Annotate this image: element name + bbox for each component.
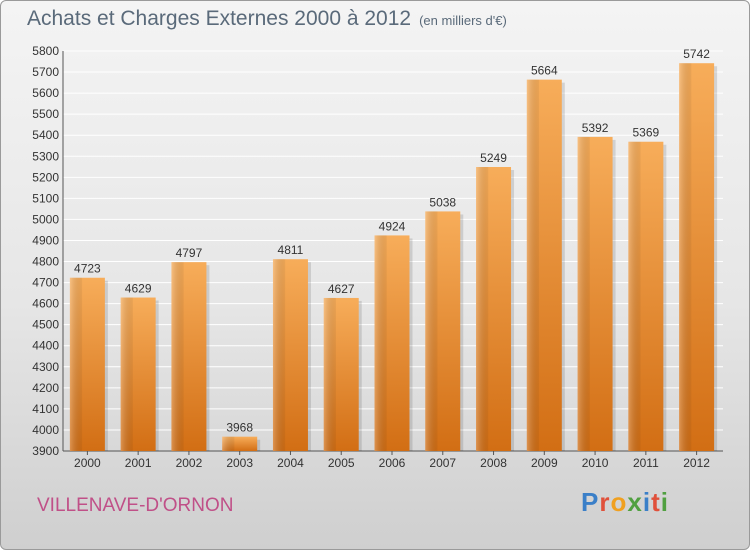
y-tick-label: 4200 <box>32 381 59 395</box>
x-tick-label: 2009 <box>531 456 558 470</box>
bar-highlight <box>476 167 489 451</box>
data-label: 4924 <box>379 219 406 233</box>
y-tick-label: 4900 <box>32 233 59 247</box>
y-tick-label: 4500 <box>32 318 59 332</box>
logo-letter: r <box>599 487 611 517</box>
chart-title: Achats et Charges Externes 2000 à 2012 (e… <box>27 7 507 31</box>
y-tick-label: 5400 <box>32 128 59 142</box>
x-tick-label: 2001 <box>125 456 152 470</box>
logo-letter: t <box>651 487 661 517</box>
data-label: 4811 <box>278 243 304 257</box>
place-name: VILLENAVE-D'ORNON <box>37 495 234 516</box>
x-tick-label: 2010 <box>582 456 609 470</box>
logo-letter: x <box>627 487 643 517</box>
x-tick-label: 2006 <box>379 456 406 470</box>
chart-subtitle: (en milliers d'€) <box>419 13 507 28</box>
bar-highlight <box>69 277 83 451</box>
y-tick-label: 4400 <box>32 339 59 353</box>
bar-highlight <box>374 235 387 451</box>
y-tick-label: 4700 <box>32 276 59 290</box>
x-tick-label: 2008 <box>480 456 507 470</box>
data-label: 4723 <box>74 262 101 276</box>
y-tick-label: 4300 <box>32 360 59 374</box>
data-label: 5249 <box>480 151 507 165</box>
y-tick-label: 5200 <box>32 170 59 184</box>
y-tick-label: 5600 <box>32 86 59 100</box>
y-tick-label: 5000 <box>32 212 59 226</box>
x-tick-label: 2011 <box>633 456 659 470</box>
y-tick-label: 5500 <box>32 107 59 121</box>
x-tick-label: 2012 <box>683 456 710 470</box>
bar-highlight <box>679 63 692 452</box>
y-tick-label: 4100 <box>32 402 59 416</box>
bar-highlight <box>526 79 540 451</box>
x-tick-label: 2005 <box>328 456 355 470</box>
logo-letter: P <box>581 487 600 517</box>
y-tick-label: 5800 <box>32 44 59 58</box>
data-label: 5742 <box>683 47 710 61</box>
bar-highlight <box>425 211 438 451</box>
bar-highlight <box>272 259 286 451</box>
bar-highlight <box>577 136 590 452</box>
x-tick-label: 2004 <box>277 456 304 470</box>
data-label: 3968 <box>226 421 253 435</box>
y-tick-label: 5700 <box>32 65 59 79</box>
x-tick-label: 2002 <box>176 456 203 470</box>
x-tick-label: 2007 <box>429 456 456 470</box>
data-label: 4627 <box>328 282 355 296</box>
data-label: 4797 <box>176 246 203 260</box>
proxiti-logo: Proxiti <box>581 487 669 518</box>
data-label: 5664 <box>531 64 558 78</box>
x-tick-label: 2003 <box>226 456 253 470</box>
logo-letter: i <box>660 487 669 517</box>
chart-title-text: Achats et Charges Externes 2000 à 2012 <box>27 7 412 30</box>
bar-highlight <box>628 141 641 451</box>
y-tick-label: 4800 <box>32 255 59 269</box>
y-tick-label: 3900 <box>32 444 59 458</box>
data-label: 5392 <box>582 121 609 135</box>
y-tick-label: 4000 <box>32 423 59 437</box>
bar-highlight <box>120 297 133 451</box>
y-tick-label: 5100 <box>32 191 59 205</box>
logo-letter: i <box>642 487 652 517</box>
y-tick-label: 5300 <box>32 149 59 163</box>
bar-highlight <box>323 297 336 451</box>
logo-letter: o <box>610 487 628 517</box>
x-tick-label: 2000 <box>74 456 101 470</box>
data-label: 5038 <box>429 195 456 209</box>
data-label: 4629 <box>125 282 152 296</box>
bar-highlight <box>222 436 235 451</box>
bar-highlight <box>171 262 184 451</box>
y-tick-label: 4600 <box>32 297 59 311</box>
data-label: 5369 <box>632 126 659 140</box>
